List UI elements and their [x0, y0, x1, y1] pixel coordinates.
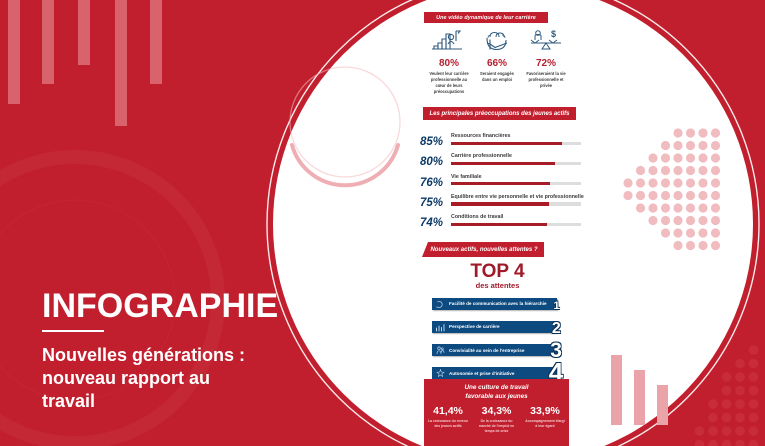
svg-text:$: $	[551, 29, 556, 39]
